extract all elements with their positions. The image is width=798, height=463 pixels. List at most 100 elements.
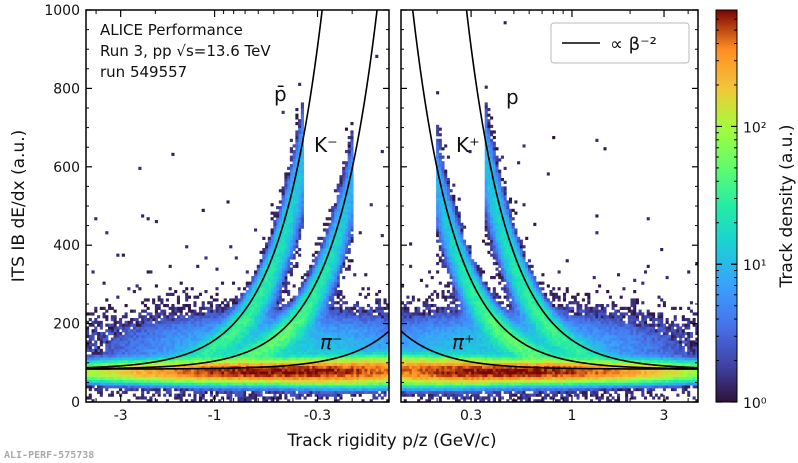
heatmap-bin [240,354,244,358]
heatmap-bin [333,396,338,400]
heatmap-bin [102,337,106,341]
heatmap-bin [209,301,214,305]
heatmap-bin [347,211,351,215]
heatmap-bin [298,320,302,324]
heatmap-bin [190,318,194,322]
heatmap-bin [207,315,211,319]
heatmap-bin [292,284,296,288]
heatmap-bin [322,390,326,394]
heatmap-bin [317,270,321,274]
heatmap-bin [270,346,274,350]
heatmap-bin [336,376,340,380]
heatmap-bin [110,371,114,375]
heatmap-bin [152,379,156,383]
heatmap-bin [298,189,302,193]
heatmap-bin [204,337,208,341]
heatmap-bin [383,351,387,355]
heatmap-bin [328,365,332,369]
heatmap-bin [130,385,134,389]
heatmap-bin [287,186,291,190]
heatmap-bin [193,351,197,355]
heatmap-bin [245,284,249,288]
heatmap-bin [358,379,362,383]
heatmap-bin [256,323,260,327]
heatmap-bin [190,382,194,386]
heatmap-bin [339,323,343,327]
heatmap-bin [298,360,302,364]
heatmap-bin [149,368,153,372]
heatmap-bin [262,362,266,366]
heatmap-bin [165,348,169,352]
heatmap-bin [347,161,351,165]
heatmap-bin [259,354,263,358]
heatmap-bin [240,332,244,336]
heatmap-bin [331,312,335,316]
heatmap-bin [124,351,128,355]
heatmap-bin [281,362,285,366]
heatmap-bin [174,368,178,372]
heatmap-bin [138,368,142,372]
heatmap-bin [383,320,387,324]
heatmap-bin [325,368,329,372]
heatmap-bin [358,360,362,364]
heatmap-bin [347,390,351,394]
heatmap-bin [303,287,307,291]
heatmap-bin [88,343,92,347]
heatmap-bin [218,315,222,319]
heatmap-bin [226,309,230,313]
heatmap-bin [409,348,413,352]
heatmap-bin [386,329,389,333]
heatmap-bin [287,348,291,352]
heatmap-bin [198,348,203,352]
heatmap-bin [113,357,117,361]
heatmap-bin [143,329,147,333]
heatmap-bin [154,376,158,380]
heatmap-bin [198,365,203,369]
heatmap-bin [143,368,147,372]
heatmap-bin [179,332,183,336]
heatmap-bin [204,385,208,389]
heatmap-bin [88,318,92,322]
heatmap-bin [287,360,291,364]
heatmap-bin [179,388,183,392]
heatmap-bin [372,379,376,383]
heatmap-bin [174,362,178,366]
heatmap-bin [333,323,338,327]
heatmap-bin [99,390,103,394]
heatmap-bin [251,357,255,361]
heatmap-bin [182,343,186,347]
heatmap-bin [298,211,302,215]
heatmap-bin [414,376,418,380]
heatmap-bin [174,379,178,383]
heatmap-bin [383,354,387,358]
heatmap-bin [163,371,167,375]
heatmap-bin [259,323,263,327]
heatmap-bin [333,388,338,392]
heatmap-bin [339,242,343,246]
heatmap-bin [163,326,167,330]
heatmap-bin [386,332,389,336]
heatmap-bin [259,312,263,316]
heatmap-bin [284,189,288,193]
heatmap-bin [377,323,382,327]
heatmap-bin [176,385,180,389]
heatmap-bin [218,318,222,322]
heatmap-bin [417,360,421,364]
heatmap-bin [267,390,271,394]
heatmap-bin [220,371,225,375]
heatmap-bin [281,211,285,215]
heatmap-bin [419,362,423,366]
heatmap-bin [141,326,145,330]
heatmap-bin [215,360,219,364]
heatmap-bin [419,354,423,358]
heatmap-bin [196,388,200,392]
heatmap-bin [336,354,340,358]
heatmap-bin [314,351,318,355]
heatmap-bin [113,360,117,364]
heatmap-bin [320,242,324,246]
heatmap-bin [165,334,169,338]
heatmap-bin [342,220,346,224]
heatmap-bin [358,340,362,344]
heatmap-bin [372,396,376,400]
heatmap-bin [350,211,354,215]
